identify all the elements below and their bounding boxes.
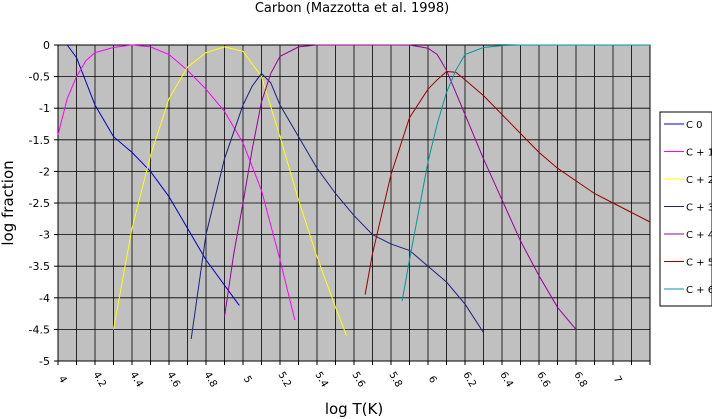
x-tick-label: 6.2 — [460, 370, 477, 389]
x-tick-label: 7 — [611, 374, 624, 385]
legend-label: C + 4 — [686, 230, 712, 241]
x-tick-label: 4.8 — [201, 370, 218, 389]
legend-label: C + 2 — [686, 175, 712, 186]
x-tick-label: 4 — [56, 374, 69, 385]
x-tick-label: 5.6 — [349, 370, 366, 389]
y-tick-label: 0 — [43, 39, 50, 52]
y-tick-label: -2.5 — [29, 197, 50, 210]
legend: C 0 C + 1 C + 2 C + 3 C + 4 C + 5 C + 6 — [664, 120, 712, 296]
y-tick-label: -3.5 — [29, 260, 50, 273]
series-line-2 — [57, 44, 296, 321]
x-tick-label: 6.6 — [534, 370, 551, 389]
y-tick-label: -2 — [39, 165, 50, 178]
x-axis-label: log T(K) — [325, 400, 383, 418]
series-line-5 — [224, 44, 577, 330]
y-tick-label: -0.5 — [29, 71, 50, 84]
y-tick-label: -5 — [39, 355, 50, 368]
x-tick-label: 6.4 — [497, 370, 514, 389]
x-tick-label: 6.8 — [571, 370, 588, 389]
x-tick-label: 5.4 — [312, 370, 329, 389]
legend-label: C + 3 — [686, 203, 712, 214]
x-tick-label: 4.2 — [90, 370, 107, 389]
y-axis-label: log fraction — [0, 160, 17, 245]
series-line-4 — [190, 72, 484, 339]
chart-title: Carbon (Mazzotta et al. 1998) — [255, 1, 449, 16]
series-line-1 — [66, 44, 240, 306]
y-tick-label: -1 — [39, 102, 50, 115]
series-line-3 — [113, 46, 348, 336]
legend-label: C + 1 — [686, 148, 712, 159]
y-axis-ticks: 0 -0.5 -1 -1.5 -2 -2.5 -3 -3.5 -4 -4.5 -5 — [29, 39, 58, 368]
series-group — [57, 44, 651, 339]
x-tick-label: 6 — [426, 374, 439, 385]
x-axis-ticks: 4 4.2 4.4 4.6 4.8 5 5.2 5.4 5.6 5.8 6 6.2 6.4 6.6 6.8 7 — [56, 361, 651, 389]
x-tick-label: 5.2 — [275, 370, 292, 389]
x-tick-label: 4.4 — [127, 370, 144, 389]
series-line-7 — [401, 44, 650, 302]
legend-box — [659, 111, 712, 307]
y-tick-label: -4.5 — [29, 323, 50, 336]
legend-label: C 0 — [686, 120, 703, 131]
legend-label: C + 6 — [686, 285, 712, 296]
y-tick-label: -1.5 — [29, 134, 50, 147]
legend-label: C + 5 — [686, 258, 712, 269]
y-tick-label: -4 — [39, 292, 50, 305]
x-tick-label: 5 — [241, 374, 254, 385]
y-tick-label: -3 — [39, 229, 50, 242]
x-tick-label: 4.6 — [164, 370, 181, 389]
x-tick-label: 5.8 — [386, 370, 403, 389]
series-line-6 — [364, 70, 651, 295]
